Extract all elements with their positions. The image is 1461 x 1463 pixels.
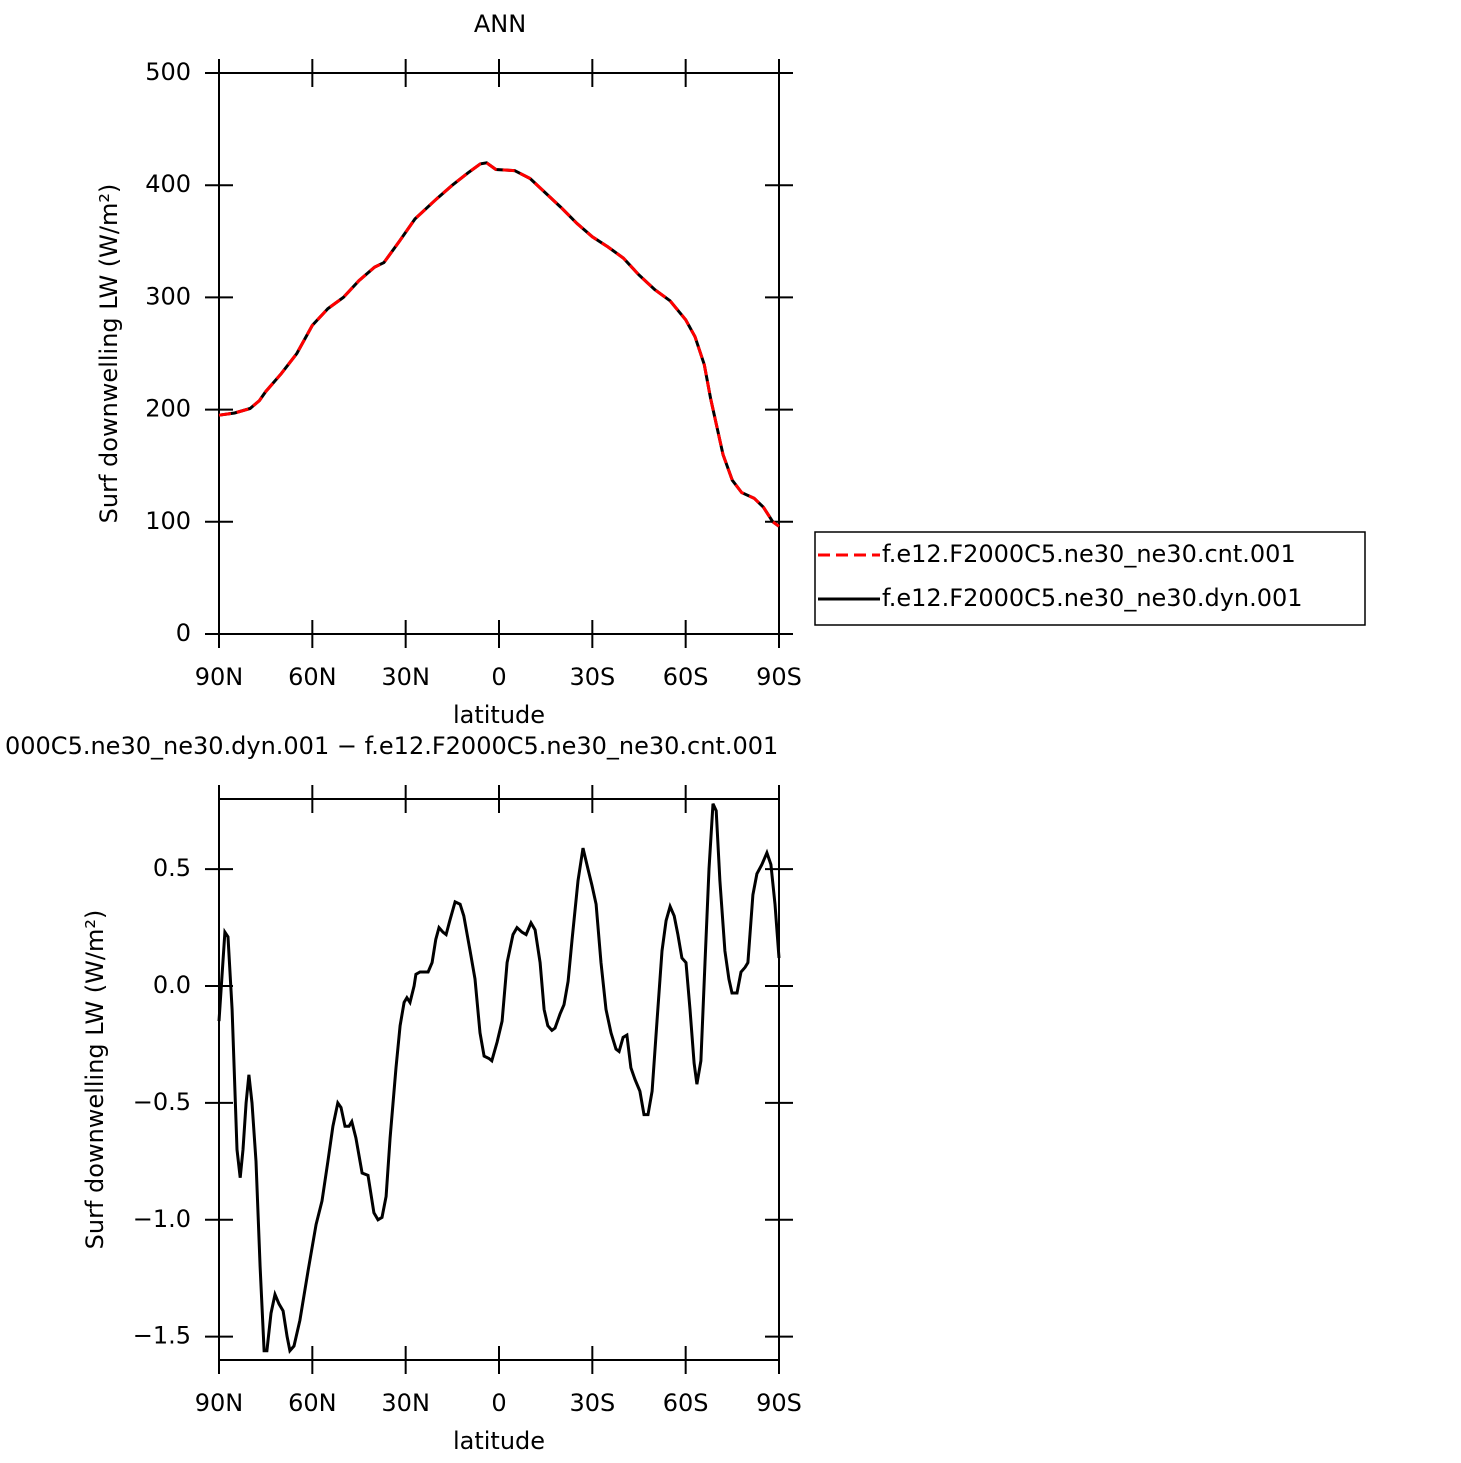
y-tick-label: −1.5 <box>133 1322 191 1350</box>
x-tick-label: 0 <box>491 663 506 691</box>
data-line <box>217 803 781 1354</box>
x-tick-label: 30N <box>381 1389 430 1417</box>
y-tick-label: 0 <box>176 619 191 647</box>
y-tick-label: 200 <box>145 395 191 423</box>
y-tick-label: 100 <box>145 507 191 535</box>
chart-title: ANN <box>474 10 526 38</box>
x-tick-label: 60N <box>288 1389 337 1417</box>
y-tick-label: 0.5 <box>153 854 191 882</box>
x-axis-label: latitude <box>453 1427 545 1455</box>
y-tick-label: 300 <box>145 282 191 310</box>
y-tick-label: 400 <box>145 170 191 198</box>
y-axis-label: Surf downwelling LW (W/m²) <box>95 184 123 524</box>
x-tick-label: 0 <box>491 1389 506 1417</box>
y-tick-label: −0.5 <box>133 1088 191 1116</box>
x-tick-label: 90S <box>756 1389 802 1417</box>
x-tick-label: 90N <box>195 663 244 691</box>
x-tick-label: 30N <box>381 663 430 691</box>
y-tick-label: 500 <box>145 58 191 86</box>
legend-box <box>814 531 1366 626</box>
data-line <box>218 161 780 528</box>
legend-label: f.e12.F2000C5.ne30_ne30.cnt.001 <box>882 540 1296 568</box>
x-axis-label: latitude <box>453 701 545 729</box>
x-tick-label: 30S <box>569 1389 615 1417</box>
chart-title: 000C5.ne30_ne30.dyn.001 − f.e12.F2000C5.… <box>5 732 778 760</box>
x-tick-label: 60N <box>288 663 337 691</box>
y-tick-label: 0.0 <box>153 971 191 999</box>
x-tick-label: 30S <box>569 663 615 691</box>
y-axis-label: Surf downwelling LW (W/m²) <box>81 910 109 1250</box>
x-tick-label: 60S <box>663 663 709 691</box>
y-tick-label: −1.0 <box>133 1205 191 1233</box>
x-tick-label: 90N <box>195 1389 244 1417</box>
x-tick-label: 60S <box>663 1389 709 1417</box>
legend-label: f.e12.F2000C5.ne30_ne30.dyn.001 <box>882 584 1303 612</box>
plot-frame <box>218 72 780 635</box>
x-tick-label: 90S <box>756 663 802 691</box>
